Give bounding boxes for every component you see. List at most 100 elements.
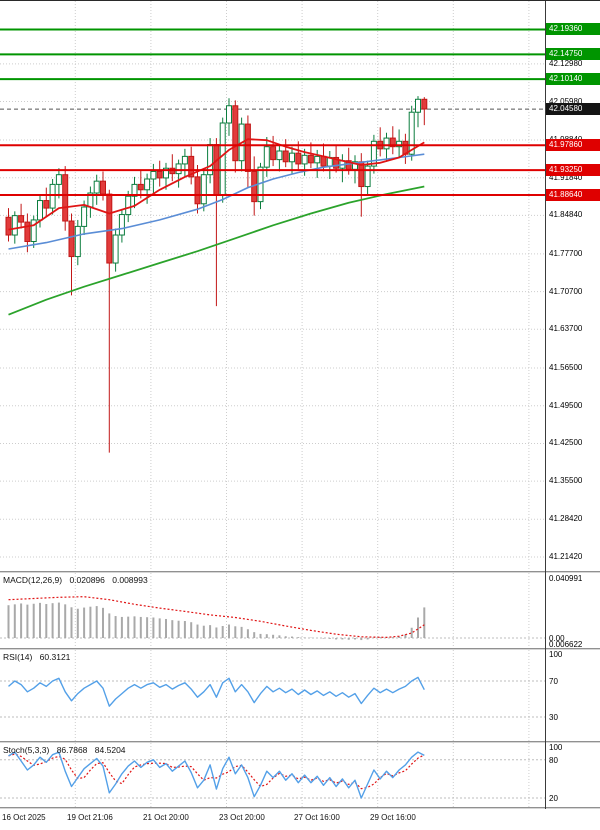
macd-name: MACD(12,26,9) bbox=[3, 575, 63, 585]
candle-body bbox=[144, 178, 151, 191]
candle-body bbox=[181, 155, 188, 165]
stoch-indicator-label: Stoch(5,3,3) 86.7868 84.5204 bbox=[3, 745, 131, 755]
candle-body bbox=[55, 174, 62, 185]
rsi-name: RSI(14) bbox=[3, 652, 33, 662]
candle-body bbox=[314, 155, 321, 164]
candle-body bbox=[62, 174, 69, 222]
stoch-panel[interactable] bbox=[0, 743, 546, 807]
candle-body bbox=[137, 183, 144, 191]
candle-body bbox=[307, 154, 314, 164]
candle-body bbox=[200, 174, 207, 205]
price-axis-label: 41.84840 bbox=[549, 210, 583, 219]
price-level-badge-green: 42.10140 bbox=[546, 73, 600, 85]
stoch-k-line bbox=[8, 751, 425, 799]
macd-indicator-label: MACD(12,26,9) 0.020896 0.008993 bbox=[3, 575, 153, 585]
candle-body bbox=[156, 170, 163, 179]
candle-body bbox=[93, 180, 100, 194]
rsi-axis-label: 30 bbox=[549, 713, 558, 722]
price-axis-label: 41.35500 bbox=[549, 476, 583, 485]
price-axis-label: 41.56500 bbox=[549, 363, 583, 372]
price-axis-label: 41.49500 bbox=[549, 401, 583, 410]
candle-body bbox=[163, 167, 169, 179]
price-level-badge-green: 42.19360 bbox=[546, 23, 600, 35]
price-level-badge-red: 41.97860 bbox=[546, 139, 600, 151]
macd-value-main: 0.020896 bbox=[69, 575, 105, 585]
rsi-line bbox=[8, 676, 425, 707]
current-price-badge: 42.04580 bbox=[546, 103, 600, 115]
price-axis-label: 42.12980 bbox=[549, 59, 583, 68]
price-axis-label: 41.21420 bbox=[549, 552, 583, 561]
macd-axis-label: 0.040991 bbox=[549, 574, 583, 583]
candle-body bbox=[30, 219, 37, 242]
candle-body bbox=[219, 122, 226, 196]
rsi-axis-label: 70 bbox=[549, 677, 558, 686]
candle-body bbox=[112, 234, 119, 264]
candle-body bbox=[415, 98, 421, 113]
stoch-axis-label: 100 bbox=[549, 743, 563, 752]
candle-body bbox=[100, 180, 106, 195]
candle-body bbox=[11, 215, 18, 236]
stoch-axis-label: 20 bbox=[549, 794, 558, 803]
stoch-value-d: 84.5204 bbox=[94, 745, 126, 755]
candle-body bbox=[320, 155, 327, 167]
candle-body bbox=[37, 200, 43, 221]
ma-slow-line bbox=[8, 185, 425, 316]
price-axis-label: 41.77700 bbox=[549, 249, 583, 258]
candle-body bbox=[118, 214, 125, 236]
candle-body bbox=[194, 176, 201, 205]
stoch-axis-label: 80 bbox=[549, 756, 558, 765]
price-axis-label: 41.63700 bbox=[549, 324, 583, 333]
ma-mid-line bbox=[8, 153, 425, 250]
time-axis-label: 19 Oct 21:06 bbox=[67, 813, 113, 822]
candle-body bbox=[226, 105, 232, 124]
candle-body bbox=[232, 105, 239, 162]
macd-signal-line bbox=[8, 596, 425, 639]
candle-body bbox=[333, 156, 340, 169]
candle-body bbox=[408, 111, 415, 155]
time-axis-label: 16 Oct 2025 bbox=[2, 813, 46, 822]
panel-splitter[interactable] bbox=[0, 648, 600, 650]
candle-body bbox=[301, 154, 308, 165]
macd-axis-label: 0.00 bbox=[549, 634, 565, 643]
price-chart-panel[interactable] bbox=[0, 1, 546, 571]
candle-body bbox=[188, 155, 195, 178]
price-axis-label: 41.42500 bbox=[549, 438, 583, 447]
rsi-panel[interactable] bbox=[0, 650, 546, 741]
time-axis-label: 23 Oct 20:00 bbox=[219, 813, 265, 822]
candle-body bbox=[18, 215, 25, 223]
stoch-value-k: 86.7868 bbox=[56, 745, 88, 755]
candle-body bbox=[244, 123, 251, 172]
price-axis-label: 41.91840 bbox=[549, 173, 583, 182]
candle-body bbox=[364, 165, 371, 188]
price-axis-label: 41.28420 bbox=[549, 514, 583, 523]
panel-splitter[interactable] bbox=[0, 807, 600, 809]
stoch-name: Stoch(5,3,3) bbox=[3, 745, 50, 755]
panel-splitter[interactable] bbox=[0, 741, 600, 743]
candle-body bbox=[421, 98, 428, 110]
macd-panel[interactable] bbox=[0, 573, 546, 648]
time-axis-label: 29 Oct 16:00 bbox=[370, 813, 416, 822]
candle-body bbox=[131, 183, 138, 197]
candle-body bbox=[68, 220, 75, 258]
price-level-badge-red: 41.88640 bbox=[546, 189, 600, 201]
candle-body bbox=[49, 183, 56, 209]
macd-value-signal: 0.008993 bbox=[112, 575, 148, 585]
candle-body bbox=[270, 146, 277, 161]
candle-body bbox=[81, 206, 88, 227]
panel-splitter[interactable] bbox=[0, 571, 600, 573]
candle-body bbox=[282, 150, 289, 163]
candle-body bbox=[289, 152, 295, 163]
ma-fast-line bbox=[8, 138, 425, 231]
candle-body bbox=[5, 216, 12, 236]
candle-body bbox=[263, 146, 270, 168]
candle-body bbox=[396, 140, 403, 148]
candle-body bbox=[24, 221, 31, 242]
time-axis-label: 21 Oct 20:00 bbox=[143, 813, 189, 822]
rsi-axis-label: 100 bbox=[549, 650, 563, 659]
macd-axis-label: 0.006622 bbox=[549, 640, 583, 649]
price-level-badge-green: 42.14750 bbox=[546, 48, 600, 60]
candle-body bbox=[106, 193, 113, 264]
candle-body bbox=[389, 137, 396, 148]
candle-body bbox=[74, 225, 81, 258]
